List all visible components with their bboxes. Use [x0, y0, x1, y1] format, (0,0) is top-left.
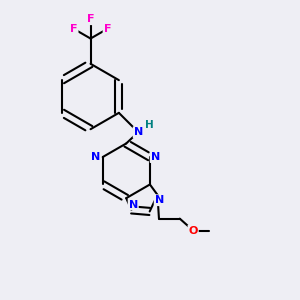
Text: N: N	[134, 127, 143, 137]
Text: H: H	[145, 120, 154, 130]
Text: N: N	[129, 200, 138, 210]
Text: F: F	[87, 14, 94, 24]
Text: F: F	[103, 24, 111, 34]
Text: N: N	[151, 152, 160, 162]
Text: N: N	[92, 152, 100, 162]
Text: F: F	[70, 24, 78, 34]
Text: O: O	[188, 226, 198, 236]
Text: N: N	[154, 195, 164, 205]
